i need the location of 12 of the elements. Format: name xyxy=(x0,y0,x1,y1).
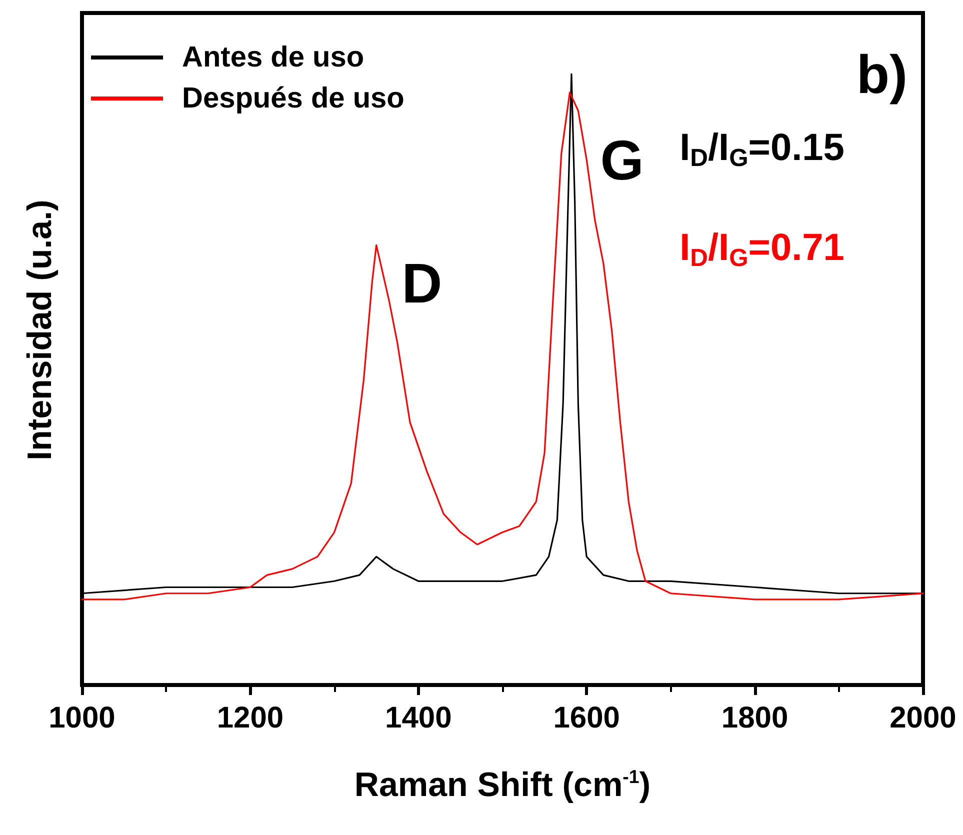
x-tick-label: 1600 xyxy=(553,702,620,734)
legend-label: Después de uso xyxy=(182,82,404,114)
y-axis-title: Intensidad (u.a.) xyxy=(21,200,59,460)
annotation: b) xyxy=(856,45,908,105)
x-tick-label: 1200 xyxy=(216,702,284,734)
legend-label: Antes de uso xyxy=(182,42,364,74)
x-tick-label: 1400 xyxy=(385,702,452,734)
x-tick-label: 1000 xyxy=(48,702,116,734)
x-tick-label: 2000 xyxy=(890,702,956,734)
annotation: D xyxy=(402,252,442,314)
x-tick-label: 1800 xyxy=(721,702,788,734)
annotation: G xyxy=(600,128,644,192)
